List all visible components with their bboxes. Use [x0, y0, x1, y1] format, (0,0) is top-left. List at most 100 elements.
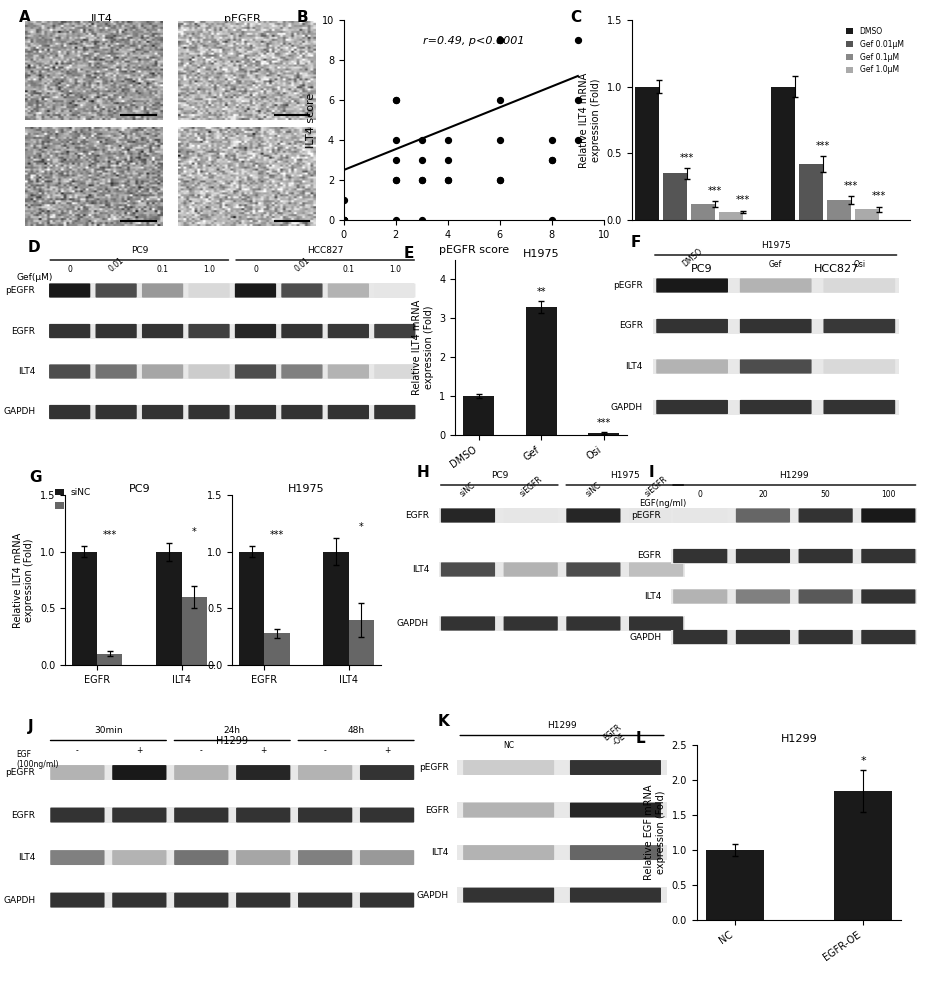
FancyBboxPatch shape	[503, 562, 557, 577]
Y-axis label: Relative ILT4 mRNA
expression (Fold): Relative ILT4 mRNA expression (Fold)	[412, 300, 433, 395]
Text: EGFR: EGFR	[405, 511, 429, 520]
FancyBboxPatch shape	[628, 616, 682, 631]
Text: H1299: H1299	[547, 721, 576, 730]
FancyBboxPatch shape	[798, 549, 852, 563]
FancyBboxPatch shape	[673, 630, 727, 644]
FancyBboxPatch shape	[112, 850, 166, 865]
Point	[492, 92, 507, 108]
Bar	[652, 399, 897, 414]
Y-axis label: Relative ILT4 mRNA
expression (Fold): Relative ILT4 mRNA expression (Fold)	[579, 72, 600, 168]
FancyBboxPatch shape	[298, 765, 352, 780]
Text: H1299: H1299	[216, 736, 248, 746]
Point	[440, 132, 455, 148]
Text: L: L	[635, 731, 644, 746]
FancyBboxPatch shape	[235, 283, 276, 298]
Title: H1975: H1975	[522, 249, 559, 259]
Point	[492, 172, 507, 188]
Bar	[671, 589, 916, 604]
Bar	[457, 887, 666, 903]
Text: EGFR: EGFR	[11, 326, 35, 336]
FancyBboxPatch shape	[673, 549, 727, 563]
FancyBboxPatch shape	[822, 278, 895, 293]
Bar	[457, 802, 666, 818]
X-axis label: pEGFR score: pEGFR score	[438, 245, 509, 255]
Text: 48h: 48h	[347, 726, 365, 735]
Point	[492, 32, 507, 48]
Text: ***: ***	[596, 418, 610, 428]
FancyBboxPatch shape	[96, 364, 136, 379]
Text: K: K	[438, 714, 449, 730]
FancyBboxPatch shape	[463, 760, 553, 775]
Text: F: F	[629, 235, 640, 250]
Text: +: +	[260, 746, 266, 755]
Bar	[635, 87, 659, 220]
FancyBboxPatch shape	[49, 405, 90, 419]
Text: siNC: siNC	[458, 481, 477, 499]
Text: -: -	[200, 746, 202, 755]
FancyBboxPatch shape	[735, 589, 789, 604]
Point	[336, 212, 351, 228]
FancyBboxPatch shape	[188, 324, 229, 338]
Point	[388, 212, 403, 228]
Text: ILT4: ILT4	[411, 565, 429, 574]
FancyBboxPatch shape	[188, 364, 229, 379]
Text: **: **	[535, 287, 546, 297]
FancyBboxPatch shape	[359, 893, 414, 908]
Legend: siNC, siEGFR: siNC, siEGFR	[51, 485, 106, 514]
FancyBboxPatch shape	[359, 850, 414, 865]
Text: A: A	[19, 10, 31, 25]
FancyBboxPatch shape	[328, 324, 368, 338]
Point	[336, 212, 351, 228]
FancyBboxPatch shape	[566, 616, 620, 631]
Title: H1299: H1299	[780, 734, 817, 744]
Point	[492, 172, 507, 188]
FancyBboxPatch shape	[96, 283, 136, 298]
Bar	[652, 359, 897, 374]
Text: r=0.49, p<0.0001: r=0.49, p<0.0001	[422, 36, 524, 46]
Text: *: *	[859, 756, 865, 766]
FancyBboxPatch shape	[236, 850, 290, 865]
FancyBboxPatch shape	[655, 278, 728, 293]
Bar	[181, 597, 207, 665]
Bar	[457, 845, 666, 860]
Text: *: *	[192, 527, 197, 537]
Text: I: I	[648, 465, 653, 480]
Bar	[718, 212, 742, 220]
FancyBboxPatch shape	[441, 562, 495, 577]
Text: 0: 0	[67, 265, 72, 274]
FancyBboxPatch shape	[566, 508, 620, 523]
Text: 24h: 24h	[224, 726, 240, 735]
FancyBboxPatch shape	[463, 803, 553, 818]
FancyBboxPatch shape	[188, 283, 229, 298]
Point	[440, 172, 455, 188]
Text: 1.0: 1.0	[203, 265, 214, 274]
Text: EGFR: EGFR	[11, 811, 35, 820]
FancyBboxPatch shape	[822, 359, 895, 374]
FancyBboxPatch shape	[328, 364, 368, 379]
Text: 1.0: 1.0	[389, 265, 400, 274]
FancyBboxPatch shape	[49, 364, 90, 379]
Text: ILT4: ILT4	[643, 592, 661, 601]
Text: pEGFR: pEGFR	[631, 511, 661, 520]
Text: GAPDH: GAPDH	[3, 896, 35, 905]
Bar	[671, 548, 916, 564]
Bar	[71, 552, 97, 665]
FancyBboxPatch shape	[49, 324, 90, 338]
Text: GAPDH: GAPDH	[417, 891, 448, 900]
Text: ***: ***	[735, 195, 750, 205]
Text: ILT4: ILT4	[625, 362, 642, 371]
Point	[544, 152, 559, 168]
Point	[336, 212, 351, 228]
Text: EGFR: EGFR	[424, 806, 448, 815]
Text: -: -	[76, 746, 79, 755]
FancyBboxPatch shape	[174, 893, 228, 908]
Text: pEGFR: pEGFR	[419, 763, 448, 772]
Point	[544, 212, 559, 228]
FancyBboxPatch shape	[735, 508, 789, 523]
Point	[388, 92, 403, 108]
Text: GAPDH: GAPDH	[3, 408, 35, 416]
Text: PC9: PC9	[690, 264, 711, 274]
Text: ***: ***	[707, 186, 722, 196]
FancyBboxPatch shape	[570, 888, 660, 903]
Text: NC: NC	[503, 741, 513, 750]
